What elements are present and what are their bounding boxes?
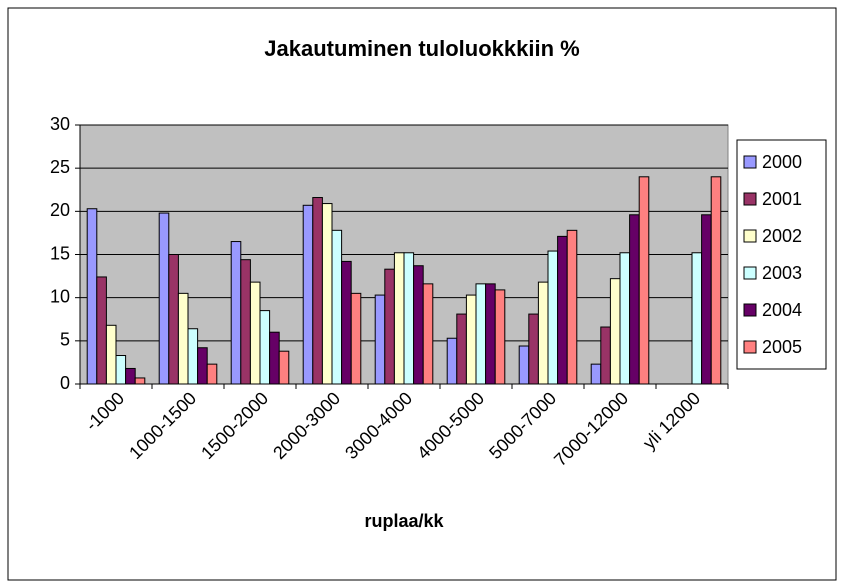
x-axis-title: ruplaa/kk — [364, 511, 444, 531]
legend-swatch — [743, 155, 757, 169]
bar — [456, 313, 467, 385]
bar — [619, 252, 631, 385]
bar — [528, 313, 539, 385]
bar — [249, 281, 261, 385]
bar — [158, 212, 170, 385]
bar — [413, 265, 424, 385]
bar — [341, 260, 352, 385]
bar — [134, 377, 146, 385]
bar — [197, 347, 208, 385]
bar — [331, 229, 343, 385]
bar — [96, 276, 107, 385]
bar — [691, 252, 703, 385]
bar — [393, 252, 405, 385]
bar — [177, 292, 189, 385]
bar — [557, 235, 568, 385]
bar — [302, 204, 314, 385]
legend-swatch — [743, 266, 757, 280]
bar — [600, 326, 611, 385]
bar — [278, 350, 290, 385]
y-tick-label: 5 — [60, 330, 70, 350]
bar — [187, 328, 199, 385]
y-tick-label: 0 — [60, 373, 70, 393]
y-tick-label: 20 — [50, 200, 70, 220]
legend-swatch — [743, 229, 757, 243]
bar — [566, 229, 578, 385]
legend-box — [736, 139, 827, 370]
bar — [350, 292, 362, 385]
bar — [518, 345, 530, 385]
y-tick-label: 25 — [50, 157, 70, 177]
bar — [206, 363, 218, 385]
bar — [465, 294, 477, 385]
bar — [240, 259, 251, 385]
bar — [590, 363, 602, 385]
legend-swatch — [743, 303, 757, 317]
bar — [321, 203, 333, 385]
bar — [403, 252, 415, 385]
legend-label: 2000 — [762, 152, 802, 172]
bar — [125, 367, 136, 385]
legend-label: 2004 — [762, 300, 802, 320]
bar — [609, 278, 621, 385]
bar — [168, 254, 179, 385]
legend-swatch — [743, 192, 757, 206]
legend-label: 2001 — [762, 189, 802, 209]
bar — [537, 281, 549, 385]
bar — [384, 268, 395, 385]
bar — [547, 250, 559, 385]
y-tick-label: 15 — [50, 243, 70, 263]
bar — [475, 283, 487, 385]
bar — [485, 283, 496, 385]
legend-swatch — [743, 340, 757, 354]
bar — [374, 294, 386, 385]
bar — [422, 283, 434, 385]
legend-label: 2005 — [762, 337, 802, 357]
bar — [629, 214, 640, 385]
bar — [312, 197, 323, 385]
chart-title: Jakautuminen tuloluokkkiin % — [264, 36, 579, 61]
bar — [446, 337, 458, 385]
bar — [494, 289, 506, 385]
bar — [259, 310, 271, 385]
y-tick-label: 10 — [50, 286, 70, 306]
bar — [269, 331, 280, 385]
bar — [230, 241, 242, 385]
legend-label: 2002 — [762, 226, 802, 246]
bar — [638, 176, 650, 385]
bar — [710, 176, 722, 385]
bar — [86, 208, 98, 385]
bar — [105, 324, 117, 385]
bar — [115, 355, 127, 385]
bar — [701, 214, 712, 385]
legend-label: 2003 — [762, 263, 802, 283]
y-tick-label: 30 — [50, 114, 70, 134]
